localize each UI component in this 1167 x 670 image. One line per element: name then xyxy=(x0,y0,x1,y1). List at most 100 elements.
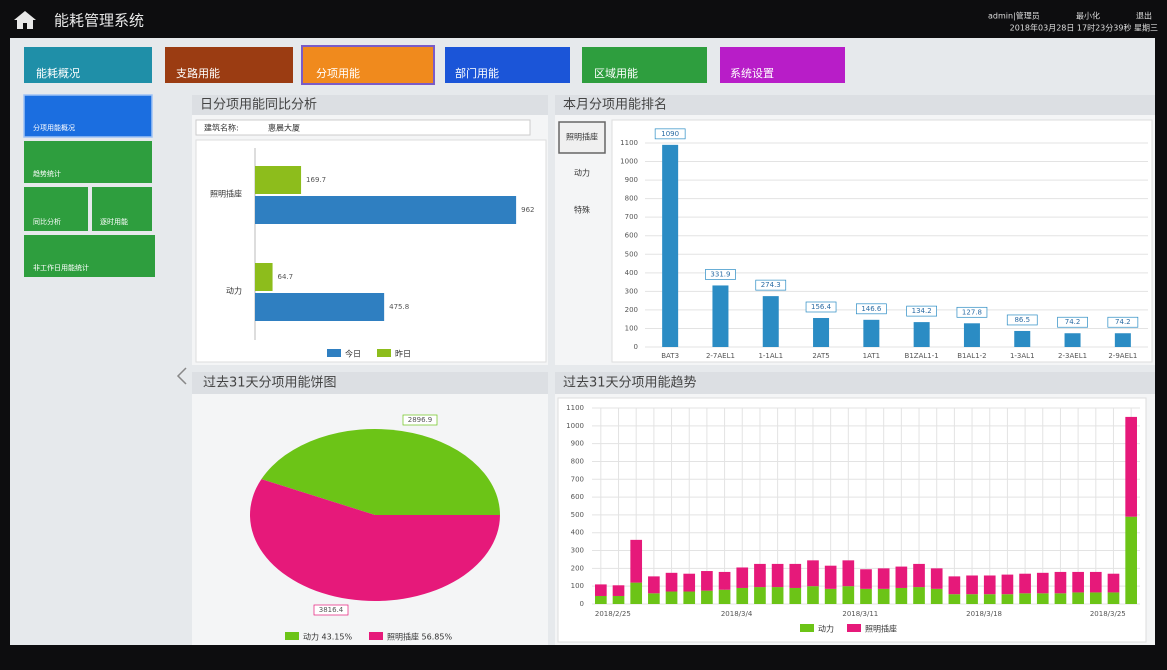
bar-segment xyxy=(754,563,766,588)
nav-tile[interactable] xyxy=(165,47,293,83)
bar-segment xyxy=(701,590,713,604)
datetime: 2018年03月28日 17时23分39秒 星期三 xyxy=(1010,23,1158,33)
nav-tile-active[interactable] xyxy=(301,45,435,85)
bar-segment xyxy=(807,560,819,587)
bar xyxy=(813,317,830,347)
value-label-box xyxy=(855,303,887,315)
bar xyxy=(1014,330,1031,347)
y-tick-label: 100 xyxy=(571,582,584,590)
y-tick-label: 600 xyxy=(625,232,638,240)
bar-segment xyxy=(1125,516,1137,604)
bar-segment xyxy=(807,586,819,604)
bar-segment xyxy=(771,563,784,588)
legend-label: 昨日 xyxy=(395,349,411,359)
bar-segment xyxy=(683,573,696,592)
y-tick-label: 500 xyxy=(625,250,638,258)
bar-segment xyxy=(630,539,643,583)
user[interactable]: admin|管理员 xyxy=(988,11,1040,21)
panel-header xyxy=(555,95,1155,115)
logout[interactable]: 退出 xyxy=(1136,11,1152,21)
side-label: 非工作日用能统计 xyxy=(33,263,89,272)
side-tile-active[interactable] xyxy=(23,94,153,138)
value-label: 1090 xyxy=(661,130,679,138)
bar-segment xyxy=(1072,571,1084,593)
x-tick-label: 2018/3/25 xyxy=(1090,610,1126,618)
bar-segment xyxy=(1036,593,1049,604)
bar-segment xyxy=(1054,593,1067,604)
bar-segment xyxy=(1125,416,1137,517)
bar-segment xyxy=(683,591,696,604)
bar xyxy=(712,285,729,347)
bar-segment xyxy=(842,560,855,587)
y-tick-label: 500 xyxy=(571,511,584,519)
prev-arrow[interactable] xyxy=(176,367,187,385)
legend-swatch xyxy=(800,624,814,632)
bar-segment xyxy=(789,563,802,588)
building-select[interactable] xyxy=(195,119,531,136)
nav-label: 支路用能 xyxy=(176,66,220,80)
value-label-box xyxy=(705,269,736,280)
app-title: 能耗管理系统 xyxy=(54,12,144,30)
value-label-box xyxy=(1107,316,1139,328)
bar-segment xyxy=(612,585,625,596)
value-label-box xyxy=(805,301,837,313)
pie-slice xyxy=(261,429,500,515)
bar-segment xyxy=(701,571,713,591)
legend-swatch xyxy=(369,632,383,640)
value-label-box xyxy=(654,128,686,140)
bar xyxy=(255,263,273,291)
legend-label: 动力 43.15% xyxy=(303,632,352,642)
minimize[interactable]: 最小化 xyxy=(1076,11,1100,21)
side-tile[interactable] xyxy=(24,141,152,183)
bar-segment xyxy=(877,568,890,589)
x-tick-label: 2-9AEL1 xyxy=(1108,352,1137,360)
bar xyxy=(255,166,302,194)
legend-label: 照明插座 xyxy=(865,624,897,634)
bar-segment xyxy=(630,582,643,604)
x-tick-label: BAT3 xyxy=(661,352,679,360)
bar xyxy=(913,322,930,347)
nav-tile[interactable] xyxy=(720,47,845,83)
legend-swatch xyxy=(285,632,299,640)
bar-segment xyxy=(895,587,908,604)
y-tick-label: 1000 xyxy=(620,158,638,166)
y-tick-label: 900 xyxy=(571,440,584,448)
side-tile[interactable] xyxy=(24,187,88,231)
nav-tile[interactable] xyxy=(24,47,152,83)
bar-segment xyxy=(648,576,660,594)
bar-segment xyxy=(1072,592,1084,604)
bar xyxy=(963,323,980,347)
legend-swatch xyxy=(847,624,861,632)
y-tick-label: 1000 xyxy=(566,422,584,430)
nav-tile[interactable] xyxy=(445,47,570,83)
y-tick-label: 300 xyxy=(571,547,584,555)
x-tick-label: 2018/3/11 xyxy=(842,610,878,618)
side-tile[interactable] xyxy=(24,235,155,277)
value-label: 74.2 xyxy=(1115,318,1131,326)
bar-segment xyxy=(860,588,872,604)
tab-active[interactable] xyxy=(558,121,606,154)
value-label-box xyxy=(1057,316,1088,328)
y-tick-label: 600 xyxy=(571,493,584,501)
value-label: 274.3 xyxy=(761,281,781,289)
value-label: 156.4 xyxy=(811,303,832,311)
bar-segment xyxy=(736,587,749,604)
value-label-box xyxy=(313,604,349,616)
y-tick-label: 400 xyxy=(571,529,584,537)
x-tick-label: 2-3AEL1 xyxy=(1058,352,1087,360)
x-tick-label: 2-7AEL1 xyxy=(706,352,735,360)
home-icon[interactable] xyxy=(14,11,36,29)
value-label: 64.7 xyxy=(278,273,294,281)
x-tick-label: B1ZAL1-1 xyxy=(905,352,939,360)
bar-segment xyxy=(913,563,925,588)
legend-swatch xyxy=(377,349,391,357)
side-tile[interactable] xyxy=(92,187,152,231)
y-tick-label: 100 xyxy=(625,324,638,332)
y-tick-label: 700 xyxy=(571,475,584,483)
nav-tile[interactable] xyxy=(582,47,707,83)
bar xyxy=(863,319,880,347)
x-tick-label: 2018/3/18 xyxy=(966,610,1002,618)
value-label-box xyxy=(402,414,438,426)
value-label: 127.8 xyxy=(962,308,982,316)
bar-segment xyxy=(966,594,978,604)
